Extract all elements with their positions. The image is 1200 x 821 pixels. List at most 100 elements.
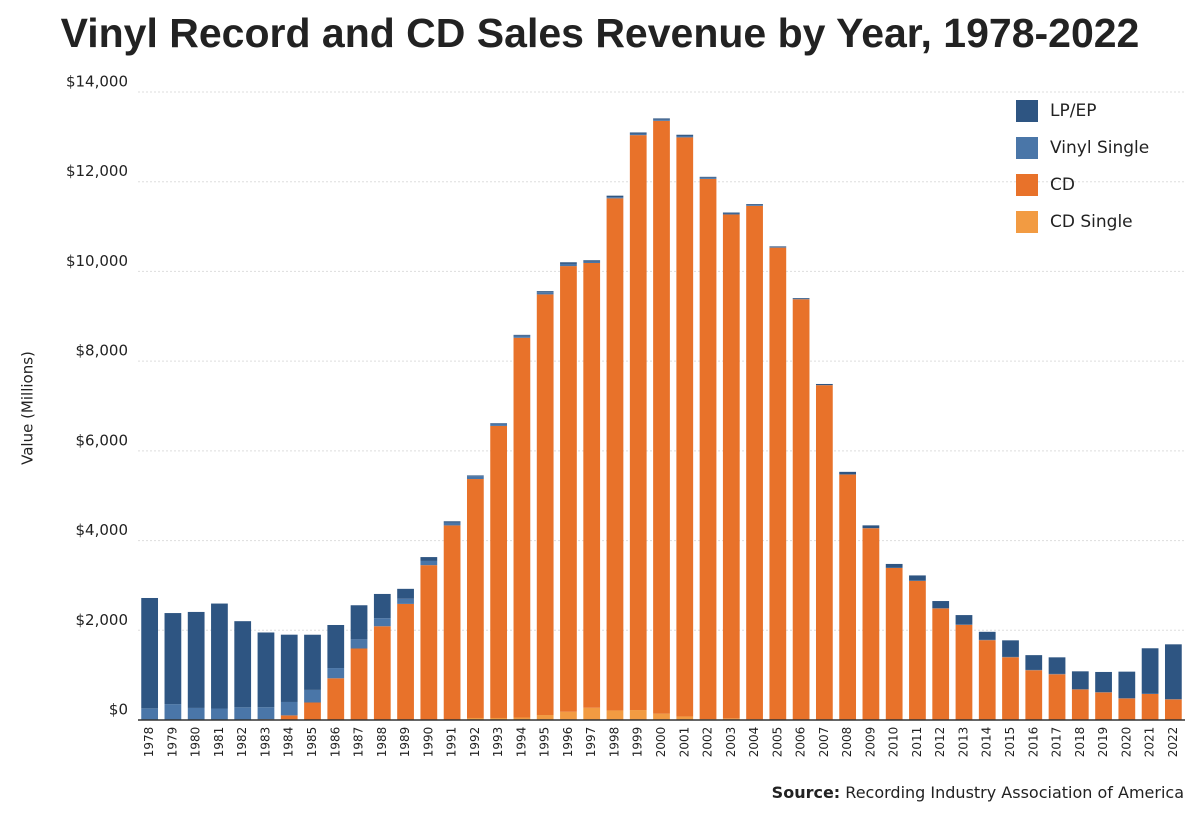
source-label: Source: <box>772 783 841 802</box>
bar-segment <box>932 601 949 608</box>
x-tick-label: 1987 <box>352 727 366 758</box>
bar-segment <box>327 678 344 720</box>
x-tick-label: 1982 <box>235 727 249 758</box>
bar-segment <box>1049 674 1066 720</box>
bar-segment <box>653 714 670 720</box>
bar-segment <box>234 621 251 707</box>
bar-segment <box>653 118 670 119</box>
bar-segment <box>607 197 624 198</box>
bar-segment <box>723 213 740 214</box>
bar-segment <box>1025 670 1042 720</box>
bar-segment <box>467 479 484 718</box>
bar-segment <box>467 475 484 476</box>
bar-segment <box>537 291 554 292</box>
bar-segment <box>653 121 670 714</box>
x-tick-label: 1999 <box>631 727 645 758</box>
bar-segment <box>769 246 786 247</box>
bar-segment <box>630 135 647 710</box>
bar-segment <box>304 690 321 703</box>
bar-segment <box>769 248 786 720</box>
bar-segment <box>1025 655 1042 670</box>
x-tick-label: 1979 <box>165 727 179 758</box>
x-tick-label: 2001 <box>677 727 691 758</box>
chart-title: Vinyl Record and CD Sales Revenue by Yea… <box>61 10 1140 56</box>
bar-segment <box>909 581 926 720</box>
source-text: Recording Industry Association of Americ… <box>845 783 1184 802</box>
bar-segment <box>514 336 531 338</box>
bar-segment <box>258 707 275 719</box>
bar-segment <box>165 704 182 720</box>
legend-label: CD <box>1050 175 1075 195</box>
bar-segment <box>700 179 717 719</box>
bar-segment <box>583 262 600 263</box>
bar-segment <box>560 712 577 720</box>
x-tick-label: 2000 <box>654 727 668 758</box>
bar-segment <box>1095 672 1112 692</box>
bar-segment <box>863 525 880 528</box>
bar-segment <box>537 294 554 715</box>
bar-segment <box>560 266 577 712</box>
bar-segment <box>607 196 624 198</box>
bar-segment <box>397 604 414 720</box>
bar-segment <box>374 626 391 720</box>
bar-segment <box>327 625 344 668</box>
bar-segment <box>839 475 856 720</box>
bar-segment <box>886 564 903 568</box>
x-tick-label: 1989 <box>398 727 412 758</box>
y-axis-label: Value (Millions) <box>19 351 37 465</box>
bar-segment <box>514 338 531 718</box>
bar-segment <box>1142 648 1159 693</box>
source: Source: Recording Industry Association o… <box>772 783 1184 802</box>
bar-segment <box>746 204 763 205</box>
x-tick-label: 1984 <box>282 727 296 758</box>
bar-segment <box>1118 672 1135 698</box>
bar-segment <box>188 612 205 708</box>
bar-segment <box>351 639 368 648</box>
x-tick-label: 1983 <box>258 727 272 758</box>
x-tick-label: 2015 <box>1003 727 1017 758</box>
y-tick-label: $6,000 <box>76 431 129 449</box>
bar-segment <box>863 528 880 720</box>
bar-segment <box>676 135 693 136</box>
x-tick-label: 1980 <box>189 727 203 758</box>
x-tick-label: 2008 <box>840 727 854 758</box>
x-tick-label: 1993 <box>491 727 505 758</box>
bar-segment <box>258 632 275 707</box>
x-tick-label: 1990 <box>421 727 435 758</box>
legend-label: Vinyl Single <box>1050 138 1149 158</box>
x-tick-label: 1988 <box>375 727 389 758</box>
legend-swatch <box>1016 174 1038 196</box>
bar-segment <box>630 132 647 133</box>
bar-segment <box>979 632 996 640</box>
bar-segment <box>630 710 647 720</box>
bar-segment <box>537 292 554 294</box>
bar-segment <box>607 710 624 720</box>
bar-segment <box>676 136 693 137</box>
bar-segment <box>769 247 786 248</box>
bar-segment <box>397 599 414 604</box>
bar-segment <box>979 640 996 720</box>
bar-segment <box>700 178 717 179</box>
bar-segment <box>444 525 461 720</box>
bar-segment <box>932 608 949 720</box>
bar-segment <box>653 120 670 121</box>
x-tick-label: 2020 <box>1119 727 1133 758</box>
x-tick-label: 2009 <box>863 727 877 758</box>
x-tick-label: 2017 <box>1050 727 1064 758</box>
x-tick-label: 2004 <box>747 727 761 758</box>
bar-segment <box>700 177 717 178</box>
bar-segment <box>630 134 647 135</box>
bar-segment <box>281 635 298 702</box>
y-tick-label: $10,000 <box>66 252 128 270</box>
y-tick-label: $2,000 <box>76 611 129 629</box>
bar-segment <box>304 635 321 690</box>
bar-segment <box>165 613 182 704</box>
bar-segment <box>793 299 810 719</box>
bar-segment <box>420 557 437 561</box>
bar-segment <box>583 708 600 720</box>
bar-segment <box>816 385 833 719</box>
x-tick-label: 2018 <box>1073 727 1087 758</box>
x-tick-label: 2011 <box>910 727 924 758</box>
x-tick-label: 1995 <box>538 727 552 758</box>
